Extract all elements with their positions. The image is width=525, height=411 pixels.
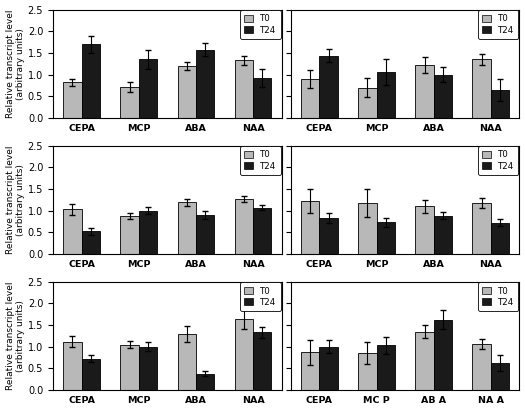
Bar	[64, 83, 81, 118]
Bar	[301, 201, 319, 254]
Bar	[235, 60, 253, 118]
Bar	[301, 353, 319, 390]
Text: C: C	[252, 285, 262, 299]
Bar	[81, 359, 100, 390]
Bar	[177, 202, 196, 254]
Bar	[253, 332, 271, 390]
Bar	[139, 211, 157, 254]
Bar	[358, 353, 376, 390]
Bar	[358, 203, 376, 254]
Text: D: D	[490, 13, 501, 27]
Bar	[434, 320, 452, 390]
Legend: T0, T24: T0, T24	[240, 10, 280, 39]
Legend: T0, T24: T0, T24	[478, 146, 518, 175]
Bar	[196, 50, 214, 118]
Bar	[301, 79, 319, 118]
Bar	[235, 199, 253, 254]
Bar	[139, 347, 157, 390]
Bar	[434, 216, 452, 254]
Bar	[415, 65, 434, 118]
Bar	[139, 60, 157, 118]
Bar	[358, 88, 376, 118]
Bar	[64, 210, 81, 254]
Bar	[491, 223, 509, 254]
Bar	[491, 363, 509, 390]
Bar	[253, 208, 271, 254]
Bar	[81, 231, 100, 254]
Text: F: F	[490, 285, 499, 299]
Y-axis label: Relative transcript level
(arbitrary units): Relative transcript level (arbitrary uni…	[6, 282, 25, 390]
Bar	[120, 216, 139, 254]
Bar	[319, 347, 338, 390]
Bar	[376, 346, 395, 390]
Bar	[253, 78, 271, 118]
Bar	[376, 222, 395, 254]
Bar	[472, 203, 491, 254]
Bar	[120, 345, 139, 390]
Bar	[319, 56, 338, 118]
Bar	[415, 332, 434, 390]
Text: B: B	[252, 149, 262, 163]
Y-axis label: Relative transcript level
(arbitrary units): Relative transcript level (arbitrary uni…	[6, 145, 25, 254]
Bar	[196, 215, 214, 254]
Bar	[434, 75, 452, 118]
Bar	[376, 72, 395, 118]
Y-axis label: Relative transcript level
(arbitrary units): Relative transcript level (arbitrary uni…	[6, 9, 25, 118]
Legend: T0, T24: T0, T24	[478, 282, 518, 311]
Bar	[415, 206, 434, 254]
Bar	[472, 60, 491, 118]
Bar	[319, 218, 338, 254]
Bar	[177, 66, 196, 118]
Text: E: E	[490, 149, 499, 163]
Bar	[235, 319, 253, 390]
Bar	[120, 87, 139, 118]
Bar	[472, 344, 491, 390]
Bar	[177, 334, 196, 390]
Text: A: A	[252, 13, 262, 27]
Bar	[491, 90, 509, 118]
Legend: T0, T24: T0, T24	[240, 282, 280, 311]
Bar	[196, 374, 214, 390]
Legend: T0, T24: T0, T24	[478, 10, 518, 39]
Legend: T0, T24: T0, T24	[240, 146, 280, 175]
Bar	[64, 342, 81, 390]
Bar	[81, 44, 100, 118]
